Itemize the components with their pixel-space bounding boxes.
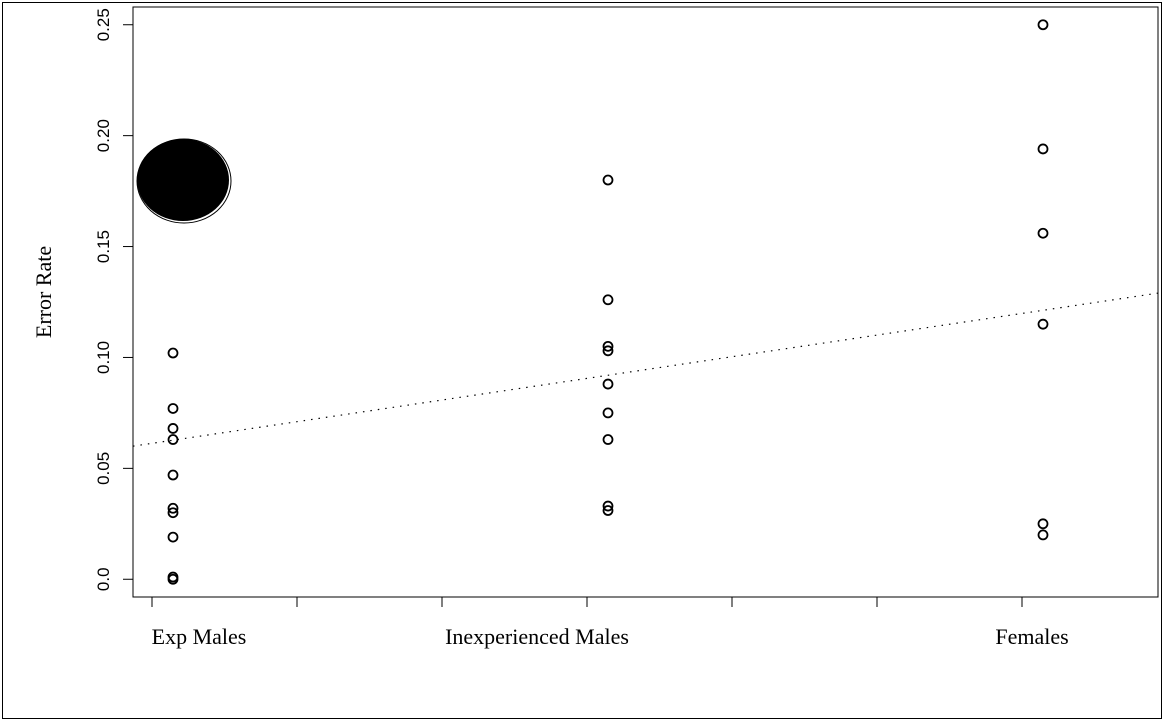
data-point — [167, 573, 179, 585]
data-point — [602, 340, 614, 352]
y-tick-label: 0.05 — [94, 452, 113, 485]
data-point — [602, 174, 614, 186]
data-point — [602, 345, 614, 357]
data-point — [167, 469, 179, 481]
y-tick-label: 0.10 — [94, 341, 113, 374]
x-category-label: Inexperienced Males — [445, 624, 629, 649]
axis-labels: 0.0 0.05 0.10 0.15 0.20 0.25 Exp Males Inexperi… — [31, 8, 1069, 649]
y-tick-label: 0.15 — [94, 230, 113, 263]
data-point — [1037, 227, 1049, 239]
data-point — [167, 531, 179, 543]
data-point — [167, 403, 179, 414]
y-axis-title: Error Rate — [31, 246, 56, 338]
data-point — [602, 407, 614, 419]
data-point — [602, 294, 614, 306]
data-point — [1037, 143, 1049, 155]
data-point — [602, 505, 614, 516]
trend-line — [132, 292, 1159, 447]
data-point — [167, 423, 179, 434]
y-tick-label: 0.0 — [94, 567, 113, 591]
data-point — [167, 434, 179, 445]
data-point — [1037, 19, 1049, 31]
data-point — [1037, 529, 1049, 541]
axes — [123, 6, 1159, 607]
data-point — [1037, 518, 1049, 530]
data-point — [167, 507, 179, 519]
plot-area — [132, 6, 1159, 598]
data-point — [1037, 318, 1049, 330]
data-point — [602, 378, 614, 390]
y-tick-label: 0.20 — [94, 119, 113, 152]
x-category-label: Exp Males — [152, 624, 247, 649]
highlight-ellipse-outline — [136, 138, 232, 224]
data-point — [602, 434, 614, 445]
y-tick-label: 0.25 — [94, 8, 113, 41]
data-point — [167, 347, 179, 359]
data-point — [167, 502, 179, 514]
x-category-label: Females — [995, 624, 1068, 649]
data-points — [136, 19, 1049, 585]
scatter-chart: 0.0 0.05 0.10 0.15 0.20 0.25 Exp Males Inexperi… — [31, 6, 1159, 649]
data-point — [602, 500, 614, 512]
highlight-ellipse — [137, 139, 229, 222]
trend-line-layer — [132, 292, 1159, 447]
